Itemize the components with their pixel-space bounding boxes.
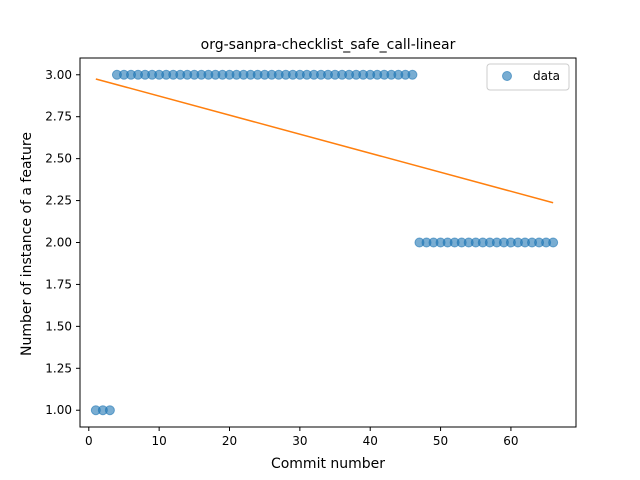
data-point — [407, 69, 418, 80]
axes-frame — [79, 57, 577, 428]
y-axis: 1.00 1.25 1.50 1.75 2.00 2.25 2.50 2.75 3.00 — [45, 68, 80, 417]
chart-title: org-sanpra-checklist_safe_call-linear — [201, 37, 456, 53]
x-axis-label: Commit number — [271, 456, 385, 472]
y-tick-label: 2.50 — [45, 152, 72, 166]
y-tick-label: 2.00 — [45, 236, 72, 250]
data-point — [548, 237, 559, 248]
y-axis-label: Number of instance of a feature — [19, 132, 35, 356]
x-tick-label: 20 — [222, 434, 237, 448]
x-tick-label: 50 — [433, 434, 448, 448]
y-tick-label: 3.00 — [45, 68, 72, 82]
legend-marker-data — [502, 71, 512, 81]
x-tick-label: 10 — [152, 434, 167, 448]
legend-box — [486, 63, 570, 91]
legend: data — [486, 63, 570, 91]
y-tick-label: 1.00 — [45, 403, 72, 417]
plot-area — [90, 69, 559, 416]
x-tick-label: 40 — [363, 434, 378, 448]
x-axis: 0 10 20 30 40 50 60 — [85, 427, 519, 448]
fit-line — [95, 78, 554, 204]
y-tick-label: 1.25 — [45, 361, 72, 375]
x-tick-label: 30 — [292, 434, 307, 448]
data-point — [104, 405, 115, 416]
x-tick-label: 60 — [503, 434, 518, 448]
y-tick-label: 2.75 — [45, 110, 72, 124]
x-tick-label: 0 — [85, 434, 93, 448]
y-tick-label: 1.75 — [45, 277, 72, 291]
y-tick-label: 1.50 — [45, 319, 72, 333]
y-tick-label: 2.25 — [45, 194, 72, 208]
legend-label-data: data — [533, 69, 560, 83]
